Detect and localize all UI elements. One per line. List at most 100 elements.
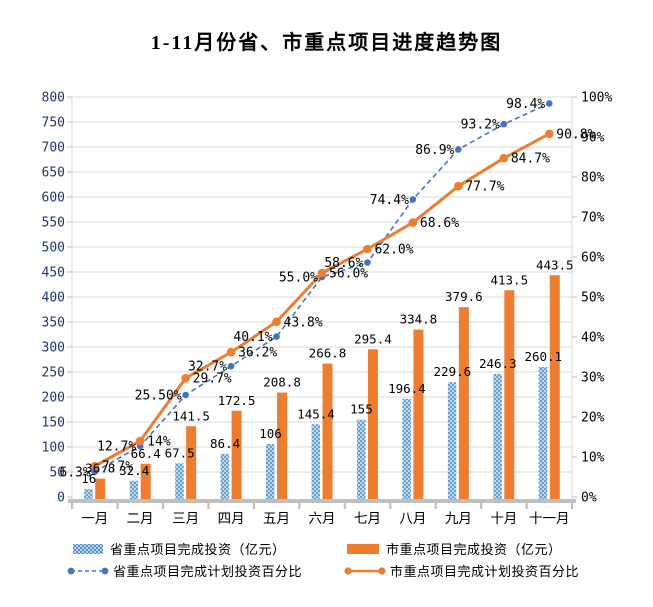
svg-text:750: 750: [42, 116, 65, 131]
line-label-province-4: 40.1%: [233, 330, 272, 345]
marker-city-1: [135, 436, 145, 446]
x-tick-9: 十月: [490, 511, 517, 526]
bar-label-province-6: 155: [350, 402, 373, 417]
x-tick-7: 八月: [399, 511, 426, 526]
bar-label-province-8: 229.6: [434, 364, 472, 379]
bars-province: [84, 366, 548, 499]
bar-city-0: [95, 478, 106, 499]
bar-city-3: [231, 410, 242, 499]
svg-text:20%: 20%: [581, 411, 605, 426]
line-label-province-9: 93.2%: [461, 118, 500, 133]
marker-city-7: [408, 218, 418, 227]
marker-city-3: [226, 347, 236, 357]
svg-text:0%: 0%: [581, 491, 597, 506]
bar-label-city-1: 66.4: [131, 446, 161, 461]
line-city: [90, 129, 554, 471]
bar-label-province-5: 145.4: [297, 406, 335, 421]
marker-province-3: [227, 362, 235, 370]
chart-title: 1-11月份省、市重点项目进度趋势图: [150, 32, 503, 54]
legend-label-province-line: 省重点项目完成计划投资百分比: [113, 564, 303, 579]
bar-label-city-5: 266.8: [309, 346, 347, 361]
bar-province-0: [84, 489, 93, 499]
bar-province-1: [129, 480, 139, 499]
marker-city-6: [363, 244, 372, 254]
bar-labels: 16 32.4 67.5 86.4 106 145.4 155 196.4 229.6 246.3…: [81, 257, 573, 486]
svg-text:90%: 90%: [581, 131, 605, 146]
svg-text:200: 200: [42, 391, 65, 406]
marker-city-4: [272, 317, 281, 327]
bar-label-province-10: 260.1: [524, 349, 562, 364]
legend-item-province-line: 省重点项目完成计划投资百分比: [66, 561, 302, 580]
bar-city-5: [322, 363, 333, 499]
bar-label-province-9: 246.3: [479, 356, 517, 371]
x-tick-2: 三月: [172, 511, 199, 526]
bar-province-6: [356, 419, 366, 499]
legend-label-city-bar: 市重点项目完成投资（亿元）: [386, 542, 562, 557]
city-line-swatch-icon: [344, 566, 386, 575]
legend-item-province-bar: 省重点项目完成投资（亿元）: [73, 539, 286, 558]
svg-text:80%: 80%: [581, 171, 605, 186]
line-label-city-6: 62.0%: [374, 243, 413, 258]
bar-province-2: [175, 463, 184, 499]
marker-province-8: [455, 146, 462, 153]
x-tick-0: 一月: [81, 511, 108, 526]
x-axis: 一月 二月 三月 四月 五月 六月 七月 八月 九月 十月 十一月: [68, 499, 576, 526]
svg-text:30%: 30%: [581, 371, 605, 386]
svg-text:0: 0: [57, 491, 65, 506]
x-tick-3: 四月: [218, 511, 245, 526]
line-label-city-7: 68.6%: [420, 216, 459, 231]
line-label-province-3: 32.7%: [188, 360, 227, 375]
marker-city-2: [181, 373, 190, 383]
city-bar-swatch-icon: [347, 543, 379, 554]
bar-province-4: [266, 444, 275, 499]
province-bar-swatch-icon: [73, 543, 103, 554]
line-label-province-10: 98.4%: [506, 97, 545, 112]
line-label-province-0: 6.3%: [59, 465, 90, 480]
bars-city: [95, 275, 560, 499]
line-label-city-8: 77.7%: [465, 180, 504, 195]
province-line-swatch-icon: [67, 567, 109, 574]
marker-province-9: [500, 120, 508, 128]
y-axis-right: 0% 10% 20% 30% 40% 50% 60% 70% 80% 90% 100%: [572, 91, 612, 506]
bar-city-10: [549, 275, 560, 499]
marker-city-0: [90, 461, 100, 471]
bar-label-city-0: 36.8: [85, 461, 115, 476]
svg-text:10%: 10%: [581, 451, 605, 466]
marker-city-10: [544, 129, 554, 139]
bar-label-province-7: 196.4: [388, 381, 426, 396]
svg-text:300: 300: [42, 341, 65, 356]
line-label-city-10: 90.8%: [556, 127, 595, 142]
legend-label-city-line: 市重点项目完成计划投资百分比: [390, 564, 580, 579]
line-label-city-3: 36.2%: [238, 346, 277, 361]
svg-text:150: 150: [42, 416, 65, 431]
svg-text:40%: 40%: [581, 331, 605, 346]
svg-text:700: 700: [42, 141, 65, 156]
svg-text:450: 450: [42, 266, 65, 281]
line-label-city-5: 56.0%: [329, 267, 368, 282]
marker-province-6: [364, 259, 371, 266]
marker-province-2: [182, 391, 189, 399]
bar-label-province-4: 106: [259, 426, 282, 441]
marker-city-8: [454, 181, 463, 191]
bar-label-province-3: 86.4: [210, 436, 240, 451]
bar-label-city-7: 334.8: [400, 312, 438, 327]
bar-label-province-2: 67.5: [165, 445, 195, 460]
svg-text:60%: 60%: [581, 251, 605, 266]
svg-text:100: 100: [42, 441, 65, 456]
svg-text:600: 600: [42, 191, 65, 206]
bar-city-1: [140, 463, 151, 499]
line-label-city-9: 84.7%: [511, 152, 550, 167]
bar-label-city-3: 172.5: [218, 393, 256, 408]
bar-city-9: [504, 290, 515, 499]
bar-label-city-9: 413.5: [490, 272, 528, 287]
marker-city-5: [317, 268, 327, 278]
svg-text:800: 800: [42, 91, 65, 106]
bar-province-9: [493, 373, 502, 499]
svg-text:650: 650: [42, 166, 65, 181]
svg-text:550: 550: [42, 216, 65, 231]
svg-text:50%: 50%: [581, 291, 605, 306]
line-label-province-2: 25.50%: [135, 389, 182, 404]
svg-text:100%: 100%: [581, 91, 612, 106]
bar-province-10: [538, 366, 548, 499]
x-tick-5: 六月: [309, 511, 336, 526]
